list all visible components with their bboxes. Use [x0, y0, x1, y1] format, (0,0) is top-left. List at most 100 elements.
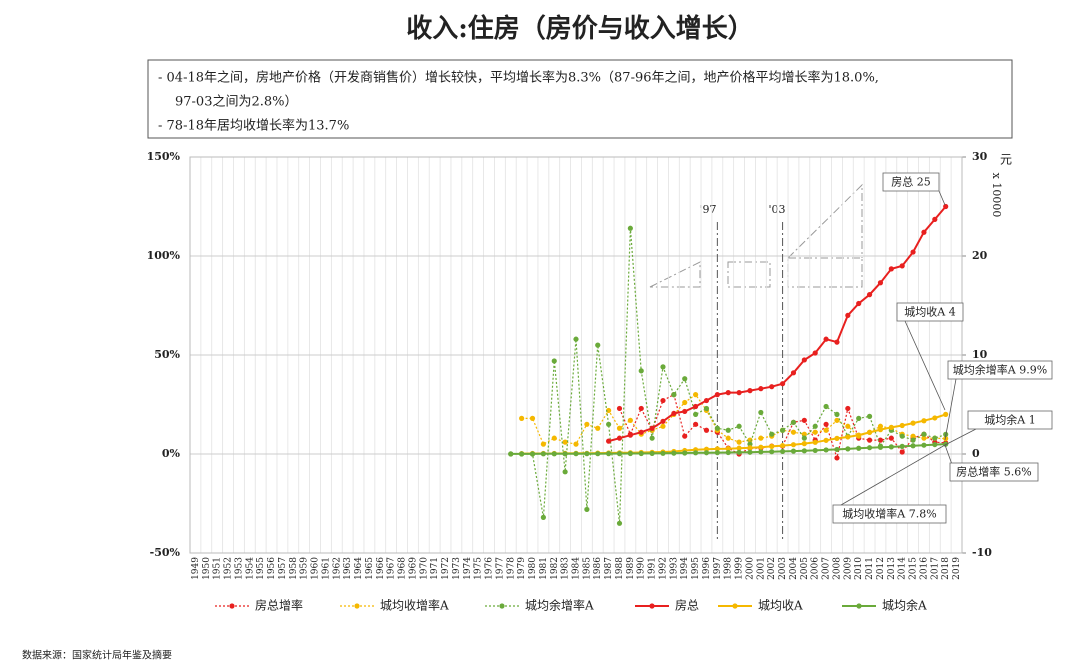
x-tick-label: 2001 [756, 557, 766, 580]
point [779, 442, 786, 449]
legend-label: 城均余A [882, 598, 927, 613]
point [573, 451, 579, 457]
point [682, 408, 688, 415]
legend-marker [649, 603, 655, 609]
callout-box [832, 504, 947, 524]
x-tick-label: 2014 [898, 557, 908, 580]
callout-label: 城均收A 4 [904, 305, 955, 319]
point [921, 418, 927, 424]
point [823, 427, 829, 433]
point [703, 405, 710, 412]
source: 数据来源：国家统计局年鉴及摘要 [22, 649, 172, 662]
point [627, 417, 633, 423]
callout-label: 房总增率 5.6% [956, 465, 1031, 479]
x-tick-label: 1985 [582, 557, 592, 580]
point [649, 435, 655, 441]
legend-marker [354, 603, 360, 609]
x-tick-label: 1986 [593, 557, 603, 580]
point [845, 423, 851, 429]
point [888, 444, 894, 450]
point [801, 448, 807, 454]
point [769, 431, 775, 437]
point [671, 410, 677, 417]
y2-tick-label: -10 [972, 546, 992, 559]
point [606, 438, 612, 444]
point [856, 415, 862, 421]
point [747, 441, 753, 447]
point [888, 435, 894, 441]
point [736, 423, 742, 429]
point [682, 399, 688, 406]
x-tick-label: 1993 [669, 557, 679, 580]
x-tick-label: 1975 [474, 557, 484, 580]
point [943, 411, 949, 417]
point [703, 427, 710, 433]
point [943, 203, 949, 210]
point [899, 443, 905, 449]
x-tick-label: 1990 [637, 557, 647, 580]
point [769, 443, 775, 449]
point [801, 357, 807, 363]
point [519, 451, 525, 457]
y-tick-label: -50% [150, 546, 181, 559]
point [823, 403, 829, 410]
point [790, 370, 797, 376]
point [910, 437, 916, 443]
point [823, 421, 829, 427]
x-tick-label: 1994 [680, 557, 690, 580]
point [638, 429, 644, 435]
point [714, 446, 720, 452]
point [910, 420, 916, 426]
point [529, 451, 536, 457]
point [790, 419, 797, 425]
y2-tick-label: 0 [972, 447, 980, 460]
x-tick-label: 1951 [213, 557, 223, 580]
x-tick-label: 2005 [800, 557, 810, 580]
point [725, 449, 731, 456]
x-tick-label: 2012 [876, 557, 886, 580]
point [877, 280, 884, 286]
x-tick-label: 2002 [767, 557, 777, 580]
point [508, 451, 514, 457]
point [714, 425, 720, 431]
x-tick-label: 1955 [256, 557, 266, 580]
point [812, 429, 818, 435]
legend-marker [856, 603, 862, 609]
point [932, 415, 938, 421]
point [921, 229, 927, 235]
y2-tick-label: 10 [972, 348, 988, 361]
x-tick-label: 2017 [930, 557, 940, 580]
decoration [649, 183, 863, 288]
point [573, 441, 579, 447]
x-tick-label: 1996 [702, 557, 712, 580]
x-tick-label: 1988 [615, 557, 625, 580]
point [823, 447, 829, 453]
point [812, 423, 818, 429]
x-tick-label: 1998 [724, 557, 734, 580]
point [627, 432, 633, 438]
point [877, 444, 884, 450]
x-tick-label: 1991 [648, 557, 658, 580]
x-tick-label: 1961 [321, 557, 331, 580]
point [769, 449, 775, 455]
point [693, 392, 699, 398]
point [921, 431, 927, 437]
point [856, 432, 862, 438]
point [823, 437, 829, 443]
x-tick-label: 1983 [561, 557, 571, 580]
callout-label: 城均收增率A 7.8% [842, 507, 936, 521]
point [616, 425, 623, 431]
y2-tick-label: 30 [972, 150, 988, 163]
x-tick-label: 1973 [452, 557, 462, 580]
point [845, 446, 851, 452]
point [736, 390, 742, 396]
point [845, 434, 851, 440]
chart-title: 收入:住房（房价与收入增长） [406, 13, 754, 44]
point [562, 451, 568, 457]
point [758, 444, 764, 450]
x-tick-label: 1992 [658, 557, 668, 580]
point [660, 418, 666, 424]
point [671, 392, 677, 398]
point [812, 447, 818, 454]
point [693, 411, 699, 417]
